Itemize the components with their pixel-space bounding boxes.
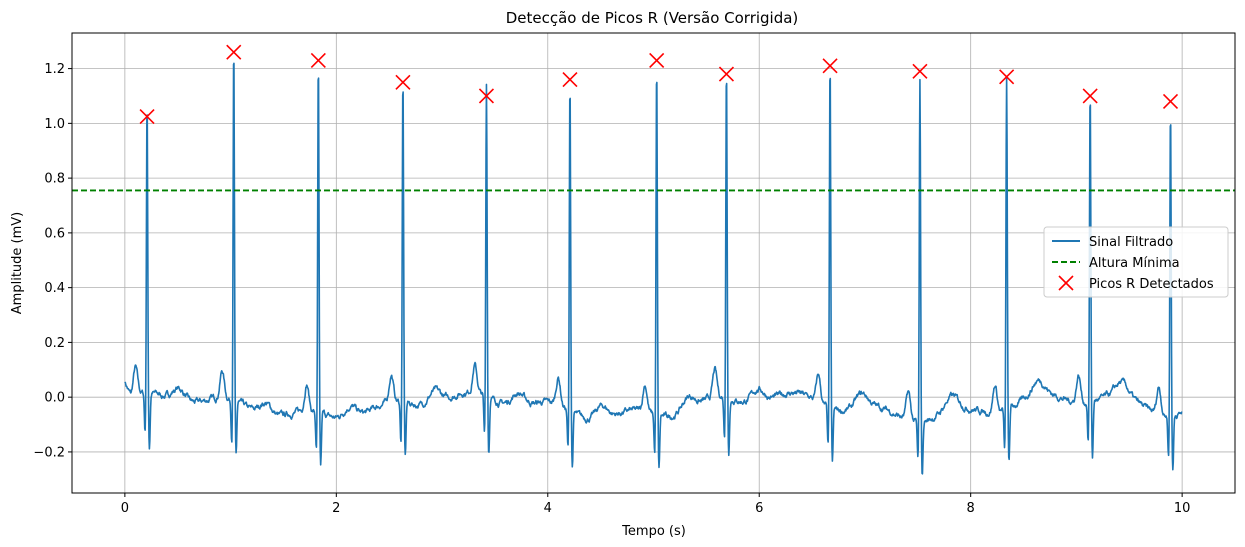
signal-line [124,62,1183,475]
ticks-layer: 0 2 4 6 8 10 −0.2 0.0 0.2 0.4 0.6 0.8 1.0 1.2 [33,62,1190,516]
x-tick-label: 0 [121,501,129,516]
peak-marker [310,52,326,68]
peak-marker [649,52,665,68]
peak-marker [999,69,1015,85]
x-tick-label: 2 [332,501,340,516]
y-tick-label: 0.4 [44,281,65,296]
grid [72,33,1235,493]
x-tick-label: 4 [544,501,552,516]
peak-marker [822,58,838,74]
legend-label-signal: Sinal Filtrado [1089,235,1173,250]
y-tick-label: 0.0 [44,391,65,406]
signal-layer [124,62,1183,475]
legend-label-peaks: Picos R Detectados [1089,277,1214,292]
x-tick-label: 10 [1174,501,1191,516]
legend: Sinal Filtrado Altura Mínima Picos R Det… [1043,226,1229,298]
peak-marker [395,74,411,90]
y-tick-label: 1.0 [44,117,65,132]
peak-marker [718,66,735,82]
y-tick-label: 0.2 [44,336,65,351]
legend-frame [1043,226,1229,298]
y-tick-label: 0.6 [44,226,65,241]
peaks-layer [139,44,1179,125]
peak-marker [478,88,495,104]
chart-title: Detecção de Picos R (Versão Corrigida) [506,9,799,27]
peak-marker [139,108,155,125]
peak-marker [1162,93,1179,110]
x-axis-title: Tempo (s) [621,524,686,539]
legend-swatch-peaks [1058,275,1074,291]
y-axis-title: Amplitude (mV) [10,212,25,314]
plot-frame [71,32,1236,494]
x-tick-label: 8 [967,501,975,516]
y-tick-label: 1.2 [44,62,65,77]
peak-marker [226,44,242,60]
peak-marker [1082,88,1098,104]
peak-marker [562,71,578,88]
y-tick-label: −0.2 [33,445,65,460]
legend-label-threshold: Altura Mínima [1089,256,1180,271]
x-tick-label: 6 [755,501,763,516]
peak-marker [912,63,928,79]
y-tick-label: 0.8 [44,172,65,187]
